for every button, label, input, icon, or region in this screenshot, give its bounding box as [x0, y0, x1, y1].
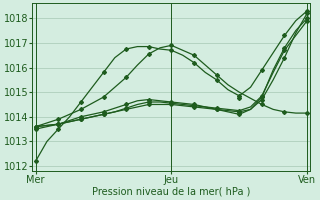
X-axis label: Pression niveau de la mer( hPa ): Pression niveau de la mer( hPa ) [92, 187, 251, 197]
